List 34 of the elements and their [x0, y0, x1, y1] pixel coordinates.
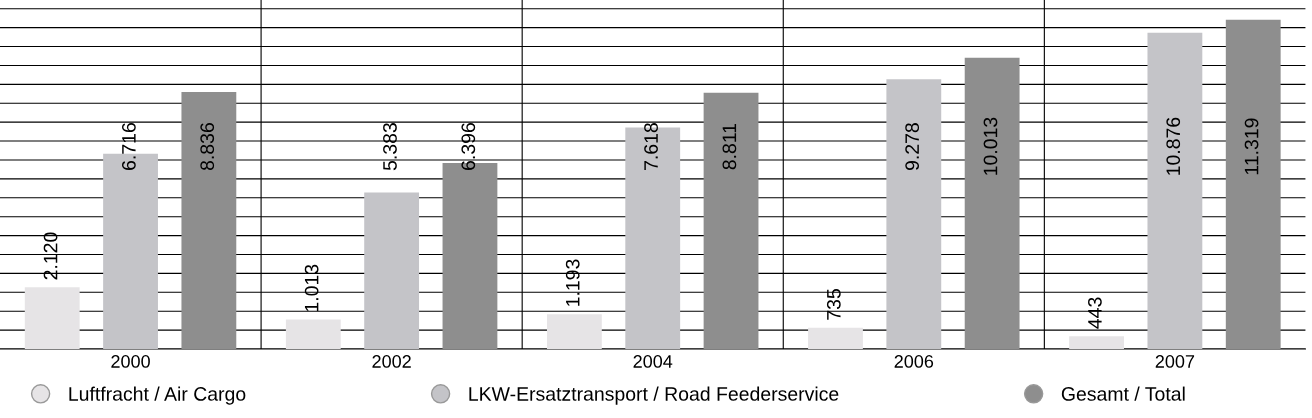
bar — [546, 314, 602, 350]
data-label: 9.278 — [905, 123, 920, 171]
x-tick-label: 2000 — [111, 355, 150, 368]
legend-label: LKW-Ersatztransport / Road Feederservice — [469, 386, 839, 405]
bar — [1225, 19, 1281, 350]
x-tick-label: 2007 — [1155, 355, 1195, 368]
bar — [364, 192, 420, 350]
bar — [181, 92, 237, 350]
data-label: 10.876 — [1166, 117, 1181, 175]
bar — [703, 92, 759, 350]
x-tick-label: 2006 — [894, 355, 934, 368]
bar — [964, 57, 1020, 350]
bar — [1147, 32, 1203, 350]
data-label: 11.319 — [1244, 118, 1259, 175]
legend-label: Gesamt / Total — [1061, 386, 1185, 401]
data-label: 5.383 — [383, 123, 397, 171]
x-tick-label: 2004 — [633, 355, 673, 368]
bar — [24, 287, 80, 350]
legend-label: Luftfracht / Air Cargo — [69, 386, 246, 405]
data-label: 1.193 — [565, 259, 580, 306]
data-label: 8.811 — [722, 123, 737, 170]
bar — [808, 327, 863, 350]
data-label: 7.618 — [644, 123, 658, 170]
bar — [886, 79, 942, 350]
bar — [1069, 336, 1124, 350]
data-label: 443 — [1088, 297, 1102, 329]
data-label: 1.013 — [304, 264, 319, 312]
x-tick-label: 2002 — [372, 355, 411, 368]
data-label: 6.716 — [121, 123, 136, 170]
data-label: 6.396 — [461, 123, 476, 170]
data-label: 10.013 — [983, 117, 998, 175]
bar — [285, 319, 341, 350]
data-label: 8.836 — [200, 123, 215, 171]
data-label: 735 — [826, 289, 841, 320]
